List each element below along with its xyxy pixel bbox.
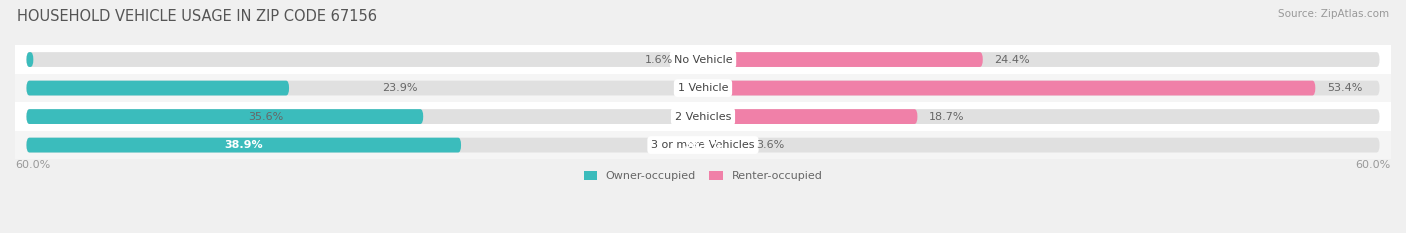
FancyBboxPatch shape — [703, 81, 1316, 96]
FancyBboxPatch shape — [703, 52, 983, 67]
Text: 3.6%: 3.6% — [756, 140, 785, 150]
FancyBboxPatch shape — [27, 81, 1379, 96]
Text: 35.6%: 35.6% — [247, 112, 284, 122]
Text: 1.6%: 1.6% — [645, 55, 673, 65]
Text: 38.9%: 38.9% — [225, 140, 263, 150]
Text: Source: ZipAtlas.com: Source: ZipAtlas.com — [1278, 9, 1389, 19]
Legend: Owner-occupied, Renter-occupied: Owner-occupied, Renter-occupied — [579, 166, 827, 186]
FancyBboxPatch shape — [27, 52, 1379, 67]
FancyBboxPatch shape — [27, 109, 423, 124]
FancyBboxPatch shape — [15, 45, 1391, 74]
FancyBboxPatch shape — [27, 109, 1379, 124]
Text: 60.0%: 60.0% — [15, 160, 51, 170]
FancyBboxPatch shape — [703, 138, 744, 152]
FancyBboxPatch shape — [15, 102, 1391, 131]
Text: HOUSEHOLD VEHICLE USAGE IN ZIP CODE 67156: HOUSEHOLD VEHICLE USAGE IN ZIP CODE 6715… — [17, 9, 377, 24]
Text: 53.4%: 53.4% — [1327, 83, 1362, 93]
Text: 3 or more Vehicles: 3 or more Vehicles — [651, 140, 755, 150]
Text: No Vehicle: No Vehicle — [673, 55, 733, 65]
Text: 1 Vehicle: 1 Vehicle — [678, 83, 728, 93]
FancyBboxPatch shape — [27, 138, 1379, 152]
FancyBboxPatch shape — [27, 81, 290, 96]
FancyBboxPatch shape — [703, 109, 918, 124]
FancyBboxPatch shape — [27, 52, 34, 67]
Text: 23.9%: 23.9% — [382, 83, 418, 93]
Text: 2 Vehicles: 2 Vehicles — [675, 112, 731, 122]
FancyBboxPatch shape — [27, 138, 461, 152]
Text: 60.0%: 60.0% — [1355, 160, 1391, 170]
Text: 38.9%: 38.9% — [683, 140, 723, 150]
Text: 24.4%: 24.4% — [994, 55, 1029, 65]
FancyBboxPatch shape — [15, 74, 1391, 102]
Text: 18.7%: 18.7% — [929, 112, 965, 122]
FancyBboxPatch shape — [15, 131, 1391, 159]
